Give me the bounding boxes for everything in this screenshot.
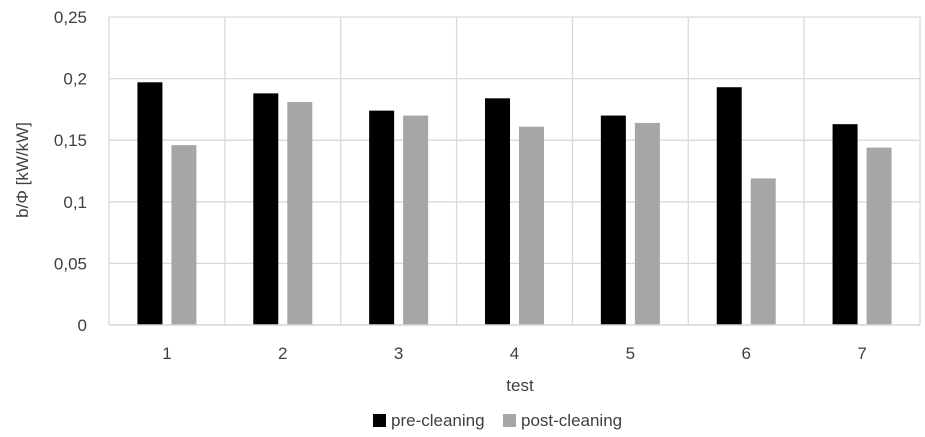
bar-pre-cleaning-7 <box>832 124 858 326</box>
y-axis-title: b/Φ [kW/kW] <box>13 122 32 218</box>
legend-label-post-cleaning: post-cleaning <box>521 411 622 430</box>
legend-label-pre-cleaning: pre-cleaning <box>391 411 485 430</box>
y-tick-label: 0,25 <box>54 8 87 27</box>
bar-post-cleaning-3 <box>403 115 429 325</box>
x-tick-label: 3 <box>394 344 403 363</box>
bar-post-cleaning-7 <box>866 147 892 325</box>
x-tick-label: 5 <box>626 344 635 363</box>
bar-pre-cleaning-4 <box>485 98 510 325</box>
bar-pre-cleaning-1 <box>137 82 163 326</box>
x-tick-label: 4 <box>510 344 519 363</box>
grid-layer <box>108 16 921 326</box>
bar-post-cleaning-6 <box>750 178 776 325</box>
x-axis-title: test <box>506 376 534 395</box>
x-tick-label: 1 <box>162 344 171 363</box>
y-tick-label: 0,15 <box>54 131 87 150</box>
bar-pre-cleaning-5 <box>600 115 626 325</box>
legend-swatch-post-cleaning <box>503 414 516 427</box>
y-tick-label: 0 <box>78 316 87 335</box>
y-tick-label: 0,1 <box>63 193 87 212</box>
bars-layer <box>137 82 892 326</box>
x-tick-label: 2 <box>278 344 287 363</box>
bar-post-cleaning-4 <box>519 126 544 325</box>
bar-post-cleaning-5 <box>634 122 660 326</box>
bar-pre-cleaning-2 <box>253 93 279 325</box>
legend-swatch-pre-cleaning <box>373 414 386 427</box>
x-tick-label: 6 <box>741 344 750 363</box>
bar-post-cleaning-1 <box>171 145 197 325</box>
y-tick-label: 0,05 <box>54 254 87 273</box>
bar-pre-cleaning-3 <box>369 110 395 325</box>
bar-pre-cleaning-6 <box>716 87 742 325</box>
axis-layer: 0 0,05 0,1 0,15 0,2 0,25 1 2 3 4 5 6 7 <box>54 8 920 363</box>
bar-post-cleaning-2 <box>287 102 313 326</box>
legend: pre-cleaning post-cleaning <box>373 411 622 430</box>
y-tick-label: 0,2 <box>63 70 87 89</box>
x-tick-label: 7 <box>857 344 866 363</box>
